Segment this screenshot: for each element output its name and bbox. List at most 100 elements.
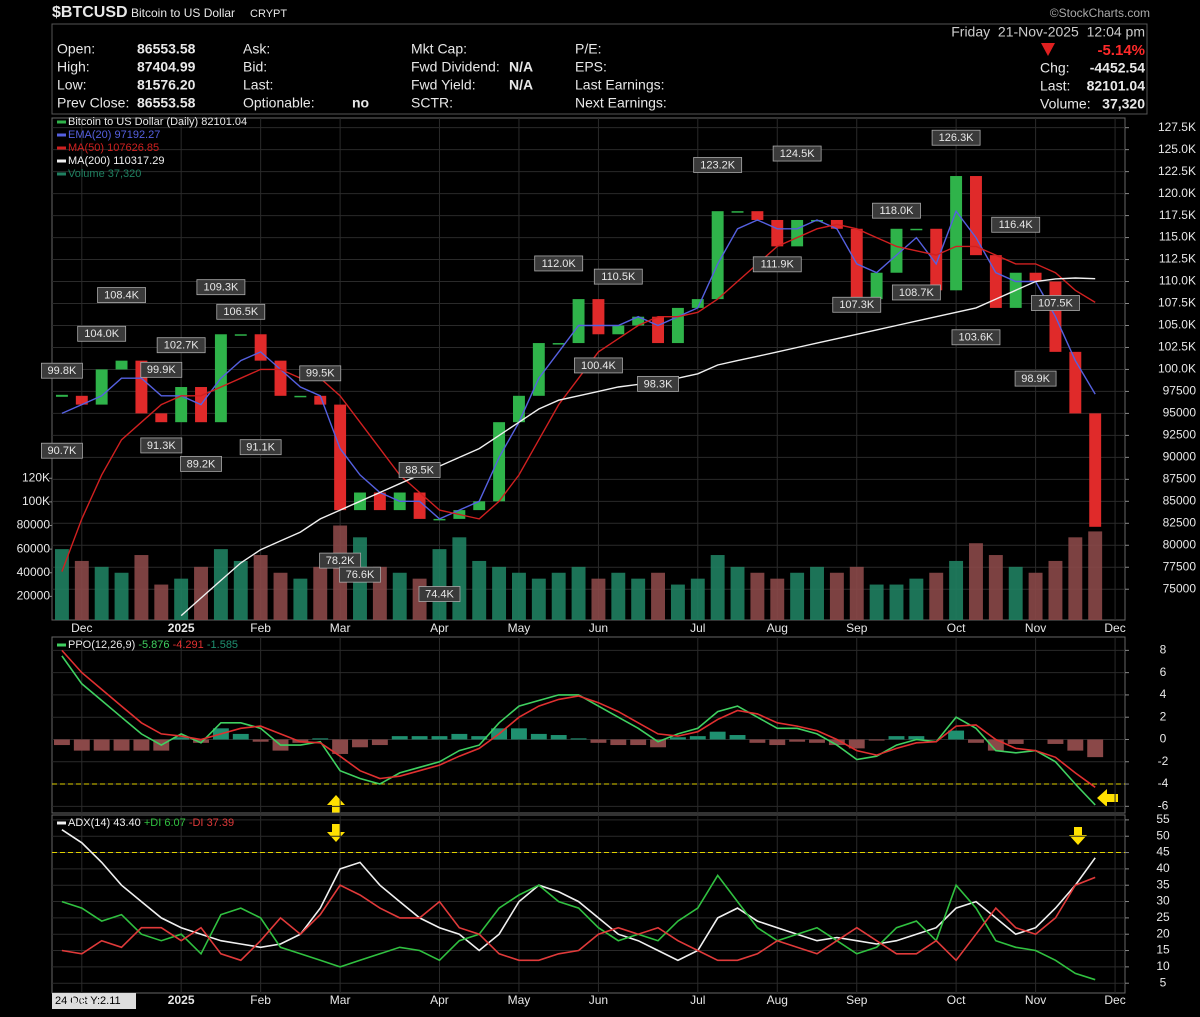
volume-bar: [492, 566, 507, 620]
y-tick-label: 125.0K: [1158, 142, 1196, 156]
volume-bar: [829, 572, 844, 620]
histogram-bar: [73, 739, 90, 751]
price-label-box: [534, 255, 584, 272]
quote-value: N/A: [509, 77, 533, 93]
histogram-bar: [511, 728, 527, 740]
quote-label: Next Earnings:: [575, 95, 667, 111]
volume-bar: [551, 572, 566, 620]
x-tick-label: Oct: [947, 993, 966, 1007]
y-tick-label: 82500: [1163, 515, 1197, 529]
volume-bar: [511, 572, 526, 620]
histogram-bar: [232, 733, 249, 740]
volume-bar: [1008, 566, 1023, 620]
y-tick-label: 112.5K: [1159, 252, 1196, 266]
y-tick-label: 0: [1160, 732, 1167, 746]
quote-label: Fwd Dividend:: [411, 59, 500, 75]
price-label: 89.2K: [187, 458, 216, 470]
y-tick-label: 45: [1156, 845, 1170, 859]
panel-frame: [51, 814, 1126, 994]
volume-bar: [392, 572, 407, 620]
volume-bar: [611, 572, 626, 620]
price-label: 99.5K: [306, 368, 335, 380]
y-tick-label: 110.0K: [1159, 274, 1196, 288]
volume-bar: [253, 555, 268, 620]
arrow-down: [327, 824, 345, 842]
histogram-bar: [590, 739, 607, 743]
legend-text: 97192.27: [114, 129, 160, 141]
volume-bar: [988, 555, 1003, 620]
legend-entry: PPO(12,26,9) -5.876 -4.291 -1.585: [68, 639, 238, 651]
price-label: 102.7K: [164, 340, 200, 352]
legend-text: 82101.04: [201, 116, 247, 128]
y-tick-label: 120.0K: [1158, 186, 1196, 200]
y-tick-label: 4: [1160, 687, 1167, 701]
x-tick-label: May: [508, 621, 531, 635]
y2-tick-label: 60000: [17, 541, 51, 555]
chg-value: -4452.54: [1090, 60, 1145, 76]
x-tick-label: Feb: [250, 993, 271, 1007]
x-tick-label: Sep: [846, 993, 868, 1007]
histogram-bar: [451, 733, 468, 740]
readout-box: [52, 993, 136, 1009]
candle: [691, 299, 704, 308]
histogram-bar: [1087, 739, 1104, 758]
y-tick-label: 97500: [1163, 384, 1197, 398]
legend-text: -DI: [189, 817, 204, 829]
candle: [572, 299, 585, 344]
ticker: $BTCUSD: [52, 4, 128, 21]
candle: [334, 404, 347, 511]
price-label-box: [77, 325, 127, 342]
y-tick-label: 122.5K: [1158, 164, 1196, 178]
x-tick-label: Aug: [767, 993, 788, 1007]
legend-text: -4.291: [173, 639, 204, 651]
exchange: CRYPT: [250, 8, 287, 20]
histogram-bar: [471, 736, 488, 740]
y-tick-label: 85000: [1163, 493, 1197, 507]
histogram-bar: [848, 739, 865, 749]
volume-bar: [929, 572, 944, 620]
price-label-box: [97, 287, 146, 303]
y-tick-label: 100.0K: [1158, 362, 1196, 376]
chg-label: Chg:: [1040, 60, 1070, 76]
histogram-bar: [173, 737, 190, 740]
price-label-box: [593, 268, 643, 285]
volume-value: 37,320: [1102, 96, 1145, 112]
price-label: 99.8K: [48, 365, 77, 377]
price-label: 78.2K: [326, 555, 355, 567]
x-tick-label: Dec: [1104, 993, 1125, 1007]
legend-text: -1.585: [207, 639, 238, 651]
volume-bar: [670, 584, 685, 620]
price-label: 109.3K: [203, 282, 239, 294]
quote-label: Low:: [57, 77, 87, 93]
price-label: 107.5K: [1038, 297, 1074, 309]
price-label: 126.3K: [939, 132, 975, 144]
histogram-bar: [193, 739, 209, 743]
x-tick-label: Mar: [330, 993, 351, 1007]
indicator-line: [61, 829, 1096, 962]
volume-bar: [293, 578, 308, 620]
change-pct: -5.14%: [1097, 42, 1145, 59]
histogram-bar: [809, 739, 825, 743]
legend-text: 37.39: [207, 817, 235, 829]
histogram-bar: [729, 735, 746, 740]
x-tick-label: Dec: [71, 993, 92, 1007]
histogram-bar: [968, 739, 984, 743]
legend-text: ADX(14): [68, 817, 110, 829]
quote-date: Friday 21-Nov-2025 12:04 pm: [951, 24, 1145, 40]
histogram-bar: [550, 735, 567, 740]
x-tick-label: Sep: [846, 621, 868, 635]
volume-bar: [472, 560, 487, 620]
volume-bar: [1048, 560, 1063, 620]
histogram-bar: [431, 736, 448, 740]
legend-entry: ADX(14) 43.40 +DI 6.07 -DI 37.39: [68, 817, 234, 829]
volume-bar: [233, 560, 248, 620]
histogram-bar: [570, 738, 587, 740]
quote-label: Fwd Yield:: [411, 77, 476, 93]
price-label-box: [931, 129, 981, 146]
price-label: 106.5K: [223, 306, 259, 318]
histogram-bar: [332, 739, 349, 754]
volume-label: Volume:: [1040, 96, 1091, 112]
y-tick-label: 90000: [1163, 450, 1197, 464]
x-tick-label: Nov: [1025, 621, 1046, 635]
